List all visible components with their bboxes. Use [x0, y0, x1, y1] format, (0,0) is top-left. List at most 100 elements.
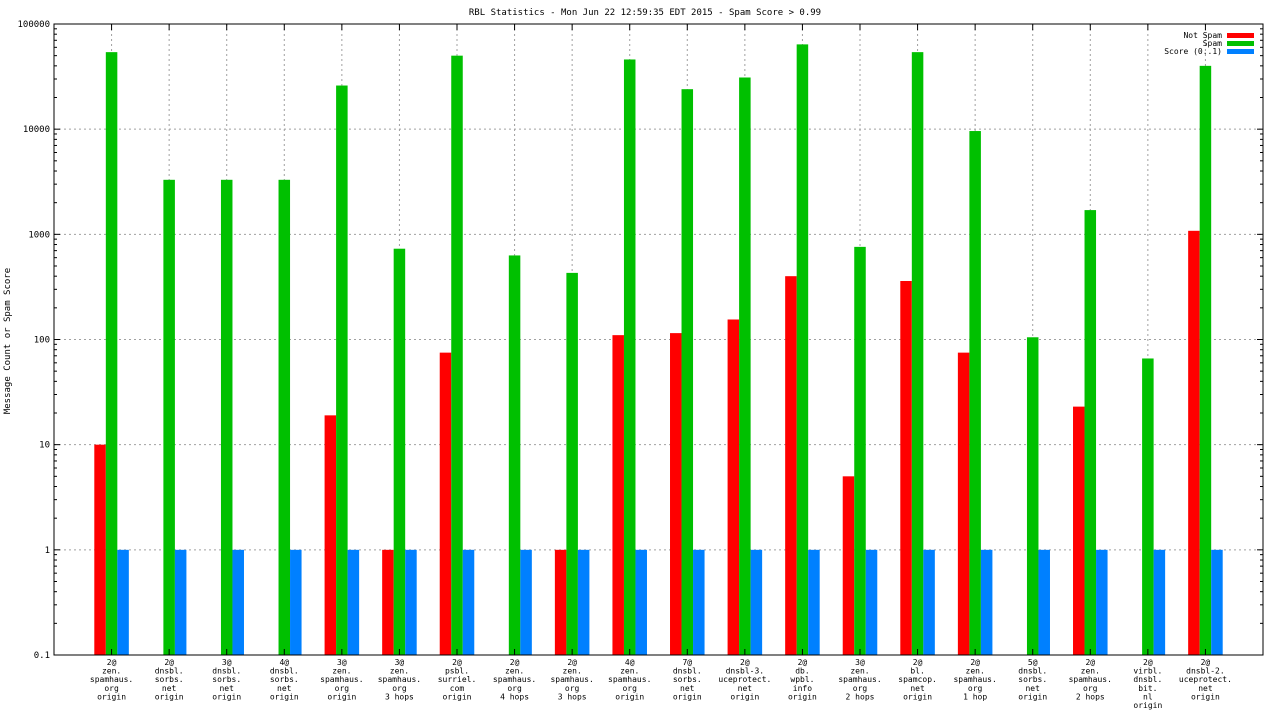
x-tick-label: 2@: [798, 658, 808, 667]
x-tick-label: net: [162, 684, 177, 693]
x-tick-label: origin: [903, 692, 932, 701]
x-tick-label: 2@: [510, 658, 520, 667]
bar-spam: [220, 179, 233, 655]
bar-score-0-1: [865, 549, 878, 655]
bar-score-0-1: [1211, 549, 1223, 655]
x-tick-label: zen.: [620, 667, 639, 676]
bar-score-0-1: [347, 549, 360, 655]
x-tick-label: origin: [730, 692, 759, 701]
x-tick-label: sorbs.: [155, 675, 184, 684]
x-tick-label: dnsbl-2.: [1186, 667, 1225, 676]
x-tick-label: origin: [212, 692, 241, 701]
x-tick-label: org: [1083, 684, 1098, 693]
bar-not-spam: [94, 444, 106, 655]
x-tick-label: spamhaus.: [550, 675, 593, 684]
x-tick-label: 2@: [1143, 658, 1153, 667]
bar-not-spam: [957, 352, 970, 655]
x-tick-label: origin: [1018, 692, 1047, 701]
bar-score-0-1: [1096, 549, 1108, 655]
x-tick-label: 5@: [1028, 658, 1038, 667]
x-tick-label: zen.: [850, 667, 869, 676]
x-tick-label: info: [793, 684, 812, 693]
x-tick-label: dnsbl.: [155, 667, 184, 676]
x-tick-label: origin: [1133, 701, 1162, 710]
x-tick-label: bl.: [910, 667, 924, 676]
chart-title: RBL Statistics - Mon Jun 22 12:59:35 EDT…: [469, 8, 821, 18]
legend-swatch: [1227, 49, 1254, 54]
x-tick-label: 2@: [107, 658, 117, 667]
x-tick-label: spamhaus.: [378, 675, 421, 684]
x-tick-label: net: [1025, 684, 1040, 693]
bar-score-0-1: [290, 549, 302, 655]
x-tick-label: zen.: [563, 667, 582, 676]
bar-score-0-1: [462, 549, 475, 655]
x-tick-label: sorbs.: [212, 675, 241, 684]
x-tick-label: origin: [270, 692, 299, 701]
legend-label: Spam: [1203, 39, 1222, 48]
bar-spam: [278, 179, 291, 655]
x-tick-label: 3 hops: [385, 692, 414, 701]
x-tick-label: dnsbl.: [673, 667, 702, 676]
x-tick-label: dnsbl.: [270, 667, 299, 676]
x-tick-label: 2@: [913, 658, 923, 667]
bar-not-spam: [1073, 406, 1085, 655]
x-tick-label: 2@: [1201, 658, 1211, 667]
x-tick-label: 2 hops: [1076, 692, 1105, 701]
bar-not-spam: [727, 319, 740, 655]
x-tick-label: 2@: [452, 658, 462, 667]
x-tick-label: dnsbl-3.: [726, 667, 765, 676]
x-tick-label: spamhaus.: [320, 675, 363, 684]
x-tick-label: net: [277, 684, 292, 693]
bar-not-spam: [382, 549, 394, 655]
x-tick-label: spamhaus.: [953, 675, 996, 684]
bar-not-spam: [324, 415, 337, 655]
bar-not-spam: [900, 280, 912, 655]
bar-not-spam: [670, 333, 682, 655]
x-tick-label: 2@: [567, 658, 577, 667]
x-tick-label: net: [910, 684, 925, 693]
x-tick-label: 2@: [740, 658, 750, 667]
bar-not-spam: [842, 476, 855, 655]
legend-swatch: [1227, 41, 1254, 46]
x-tick-label: 7@: [682, 658, 692, 667]
x-tick-label: origin: [1191, 692, 1220, 701]
x-tick-label: org: [968, 684, 983, 693]
x-tick-label: zen.: [102, 667, 121, 676]
bar-spam: [623, 59, 636, 656]
bar-spam: [163, 179, 175, 655]
x-tick-label: spamhaus.: [90, 675, 133, 684]
bar-spam: [1026, 337, 1039, 655]
x-tick-label: org: [565, 684, 580, 693]
legend-label: Score (0..1): [1164, 47, 1222, 56]
bar-score-0-1: [980, 549, 993, 655]
x-tick-label: zen.: [390, 667, 409, 676]
bar-spam: [1199, 65, 1212, 655]
bar-not-spam: [554, 549, 567, 655]
x-tick-label: 3@: [222, 658, 232, 667]
x-tick-label: 3 hops: [558, 692, 587, 701]
x-tick-label: origin: [97, 692, 126, 701]
x-tick-label: net: [219, 684, 234, 693]
x-tick-label: net: [738, 684, 753, 693]
x-tick-label: spamcop.: [898, 675, 937, 684]
x-tick-label: 2@: [1085, 658, 1095, 667]
x-tick-label: 3@: [855, 658, 865, 667]
y-axis-label: Message Count or Spam Score: [3, 268, 13, 414]
y-tick-label: 10000: [23, 125, 50, 135]
bars-layer: [94, 44, 1223, 656]
bar-spam: [969, 131, 981, 656]
legend-swatch: [1227, 33, 1254, 38]
bar-score-0-1: [577, 549, 590, 655]
x-tick-label: origin: [443, 692, 472, 701]
x-tick-label: spamhaus.: [1069, 675, 1112, 684]
bar-spam: [508, 255, 521, 655]
x-tick-label: origin: [673, 692, 702, 701]
x-tick-label: 1 hop: [963, 692, 987, 701]
bar-score-0-1: [750, 549, 763, 655]
x-tick-label: surriel.: [438, 675, 477, 684]
x-tick-label: org: [335, 684, 350, 693]
bar-spam: [336, 85, 348, 655]
bar-spam: [796, 44, 809, 655]
